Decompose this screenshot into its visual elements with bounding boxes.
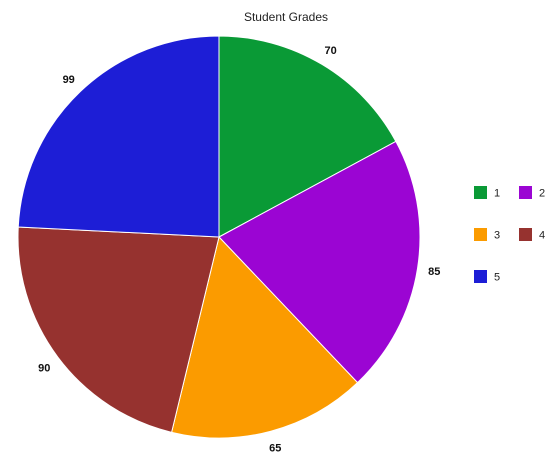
slice-label-2: 85 — [428, 266, 440, 278]
legend-swatch-5 — [474, 270, 487, 283]
legend-swatch-2 — [519, 186, 532, 199]
legend-swatch-4 — [519, 228, 532, 241]
pie-slice-2 — [218, 140, 421, 384]
pie-slices — [17, 35, 421, 439]
slice-labels: 70 85 65 90 99 — [38, 45, 440, 455]
slice-label-3: 65 — [269, 443, 281, 454]
legend-swatch-1 — [474, 186, 487, 199]
pie-slice-4 — [17, 226, 220, 433]
legend: 1 2 3 4 5 — [474, 186, 545, 284]
pie-slice-3 — [170, 235, 359, 439]
legend-swatch-3 — [474, 228, 487, 241]
legend-label-1: 1 — [494, 188, 500, 200]
legend-label-5: 5 — [494, 272, 500, 284]
slice-label-1: 70 — [324, 45, 336, 57]
slice-label-5: 99 — [63, 74, 75, 86]
slice-label-4: 90 — [38, 362, 50, 374]
pie-slice-5 — [17, 35, 220, 238]
legend-label-2: 2 — [539, 188, 545, 200]
chart-title: Student Grades — [244, 10, 328, 24]
pie-slice-1 — [218, 35, 397, 238]
legend-label-3: 3 — [494, 230, 500, 242]
legend-label-4: 4 — [539, 230, 545, 242]
